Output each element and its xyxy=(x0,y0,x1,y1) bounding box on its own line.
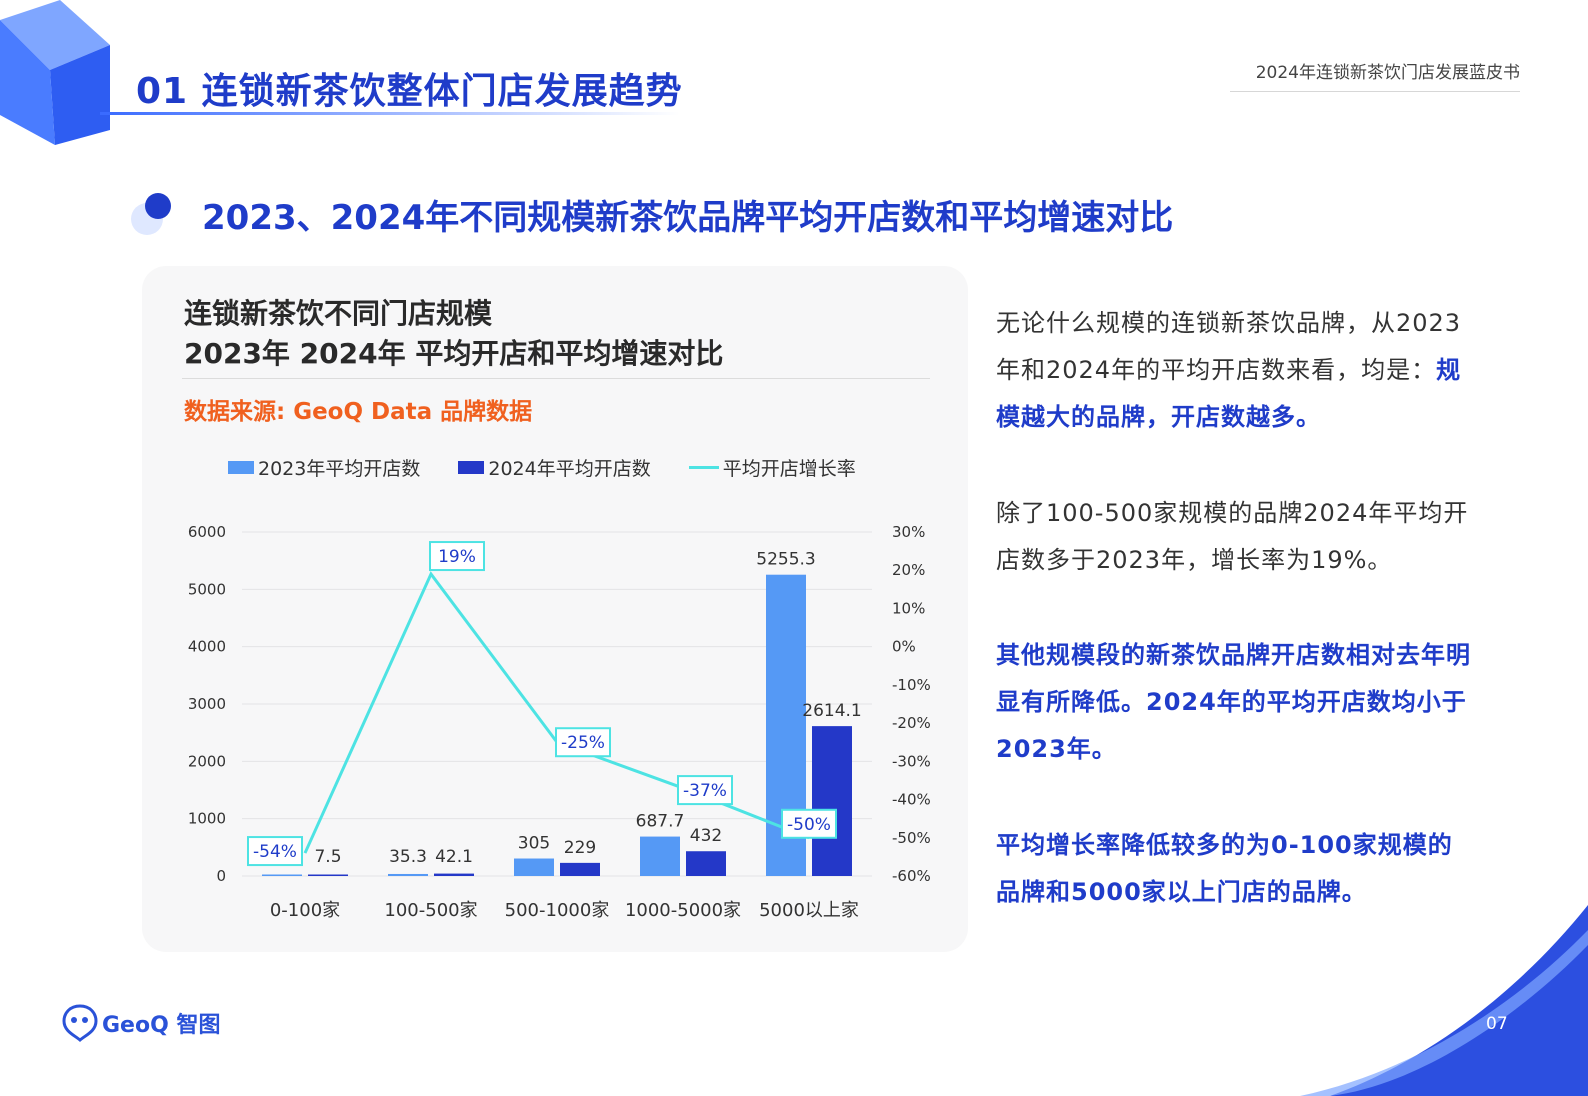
y-left-tick-label: 5000 xyxy=(188,580,226,598)
chart-title-line2: 2023年 2024年 平均开店和平均增速对比 xyxy=(184,337,724,370)
paragraph-1-emphasis: 规模越大的品牌，开店数越多。 xyxy=(996,356,1462,431)
legend-swatch-2024 xyxy=(458,461,485,474)
growth-label-box xyxy=(677,775,733,806)
y-right-tick-label: -20% xyxy=(892,714,931,732)
section-underline xyxy=(100,112,680,115)
legend-label-2023: 2023年平均开店数 xyxy=(258,458,421,480)
growth-label: 19% xyxy=(438,547,476,567)
bar-value-label: 7.5 xyxy=(314,847,341,867)
paragraph-2: 除了100-500家规模的品牌2024年平均开店数多于2023年，增长率为19%… xyxy=(996,499,1469,574)
y-right-tick-label: -30% xyxy=(892,752,931,770)
bar-value-label: 35.3 xyxy=(389,847,427,867)
x-tick-label: 100-500家 xyxy=(384,900,477,921)
growth-label: -54% xyxy=(253,842,297,862)
bar-value-label: 42.1 xyxy=(435,847,473,867)
bar-2024 xyxy=(686,851,726,876)
report-title: 2024年连锁新茶饮门店发展蓝皮书 xyxy=(1230,58,1520,92)
bar-2024 xyxy=(434,873,474,876)
bar-value-label: 305 xyxy=(518,834,550,854)
x-tick-label: 5000以上家 xyxy=(759,900,859,921)
legend-label-growth: 平均开店增长率 xyxy=(722,458,856,480)
section-title: 01 连锁新茶饮整体门店发展趋势 xyxy=(136,71,683,112)
bar-value-label: 432 xyxy=(690,826,722,846)
growth-label-box xyxy=(429,541,485,572)
bar-value-label: 5255.3 xyxy=(756,550,815,570)
paragraph-4: 平均增长率降低较多的为0-100家规模的品牌和5000家以上门店的品牌。 xyxy=(996,831,1453,906)
bar-value-label: 229 xyxy=(564,838,596,858)
x-tick-label: 1000-5000家 xyxy=(625,900,741,921)
y-right-tick-label: -40% xyxy=(892,791,931,809)
bar-2023 xyxy=(514,858,554,876)
page-number: 07 xyxy=(1486,1014,1508,1034)
paragraph-1-text: 无论什么规模的连锁新茶饮品牌，从2023年和2024年的平均开店数来看，均是： xyxy=(996,309,1462,384)
y-left-tick-label: 6000 xyxy=(188,523,226,541)
x-tick-label: 500-1000家 xyxy=(505,900,610,921)
bullet-icon xyxy=(131,193,171,235)
legend-label-2024: 2024年平均开店数 xyxy=(488,458,651,480)
growth-label: -25% xyxy=(561,733,605,753)
bar-2023 xyxy=(640,836,680,876)
corner-cube-decoration xyxy=(0,0,110,145)
growth-label-box xyxy=(247,836,303,867)
chart-title-line1: 连锁新茶饮不同门店规模 xyxy=(184,297,493,330)
growth-label: -50% xyxy=(787,815,831,835)
y-right-tick-label: 0% xyxy=(892,638,916,656)
bar-2024 xyxy=(812,726,852,876)
chart-divider xyxy=(182,378,930,379)
bar-2023 xyxy=(262,874,302,876)
bar-value-label: 687.7 xyxy=(636,812,685,832)
bar-2024 xyxy=(308,874,348,876)
y-left-tick-label: 3000 xyxy=(188,695,226,713)
growth-label: -37% xyxy=(683,781,727,801)
growth-line xyxy=(303,571,810,854)
y-right-tick-label: 30% xyxy=(892,523,925,541)
chart-legend: 2023年平均开店数 2024年平均开店数 平均开店增长率 xyxy=(228,454,894,481)
y-right-tick-label: -50% xyxy=(892,829,931,847)
growth-label-box xyxy=(781,808,837,839)
y-right-tick-label: 20% xyxy=(892,561,925,579)
logo-text: GeoQ 智图 xyxy=(102,1013,221,1038)
geoq-logo: GeoQ 智图 xyxy=(62,1004,220,1042)
bar-2024 xyxy=(560,862,600,876)
bar-value-label: 2614.1 xyxy=(802,701,861,721)
paragraph-1: 无论什么规模的连锁新茶饮品牌，从2023年和2024年的平均开店数来看，均是：规… xyxy=(996,300,1472,441)
y-left-tick-label: 4000 xyxy=(188,638,226,656)
legend-item-2024: 2024年平均开店数 xyxy=(458,454,651,481)
y-left-tick-label: 1000 xyxy=(188,810,226,828)
paragraph-3: 其他规模段的新茶饮品牌开店数相对去年明显有所降低。2024年的平均开店数均小于2… xyxy=(996,641,1471,763)
y-right-tick-label: -60% xyxy=(892,867,931,885)
legend-item-2023: 2023年平均开店数 xyxy=(228,454,420,481)
chart-title: 连锁新茶饮不同门店规模 2023年 2024年 平均开店和平均增速对比 xyxy=(184,294,723,374)
chart-source: 数据来源: GeoQ Data 品牌数据 xyxy=(184,399,533,425)
chart-subheading: 2023、2024年不同规模新茶饮品牌平均开店数和平均增速对比 xyxy=(202,198,1174,238)
y-right-tick-label: -10% xyxy=(892,676,931,694)
bar-2023 xyxy=(388,873,428,876)
growth-label-box xyxy=(555,727,611,758)
logo-icon xyxy=(62,1004,98,1042)
y-left-tick-label: 2000 xyxy=(188,752,226,770)
x-tick-label: 0-100家 xyxy=(270,900,340,921)
legend-item-growth: 平均开店增长率 xyxy=(688,454,856,481)
legend-swatch-2023 xyxy=(228,461,254,474)
y-right-tick-label: 10% xyxy=(892,599,925,617)
legend-swatch-growth xyxy=(688,466,719,469)
y-left-tick-label: 0 xyxy=(216,867,226,885)
